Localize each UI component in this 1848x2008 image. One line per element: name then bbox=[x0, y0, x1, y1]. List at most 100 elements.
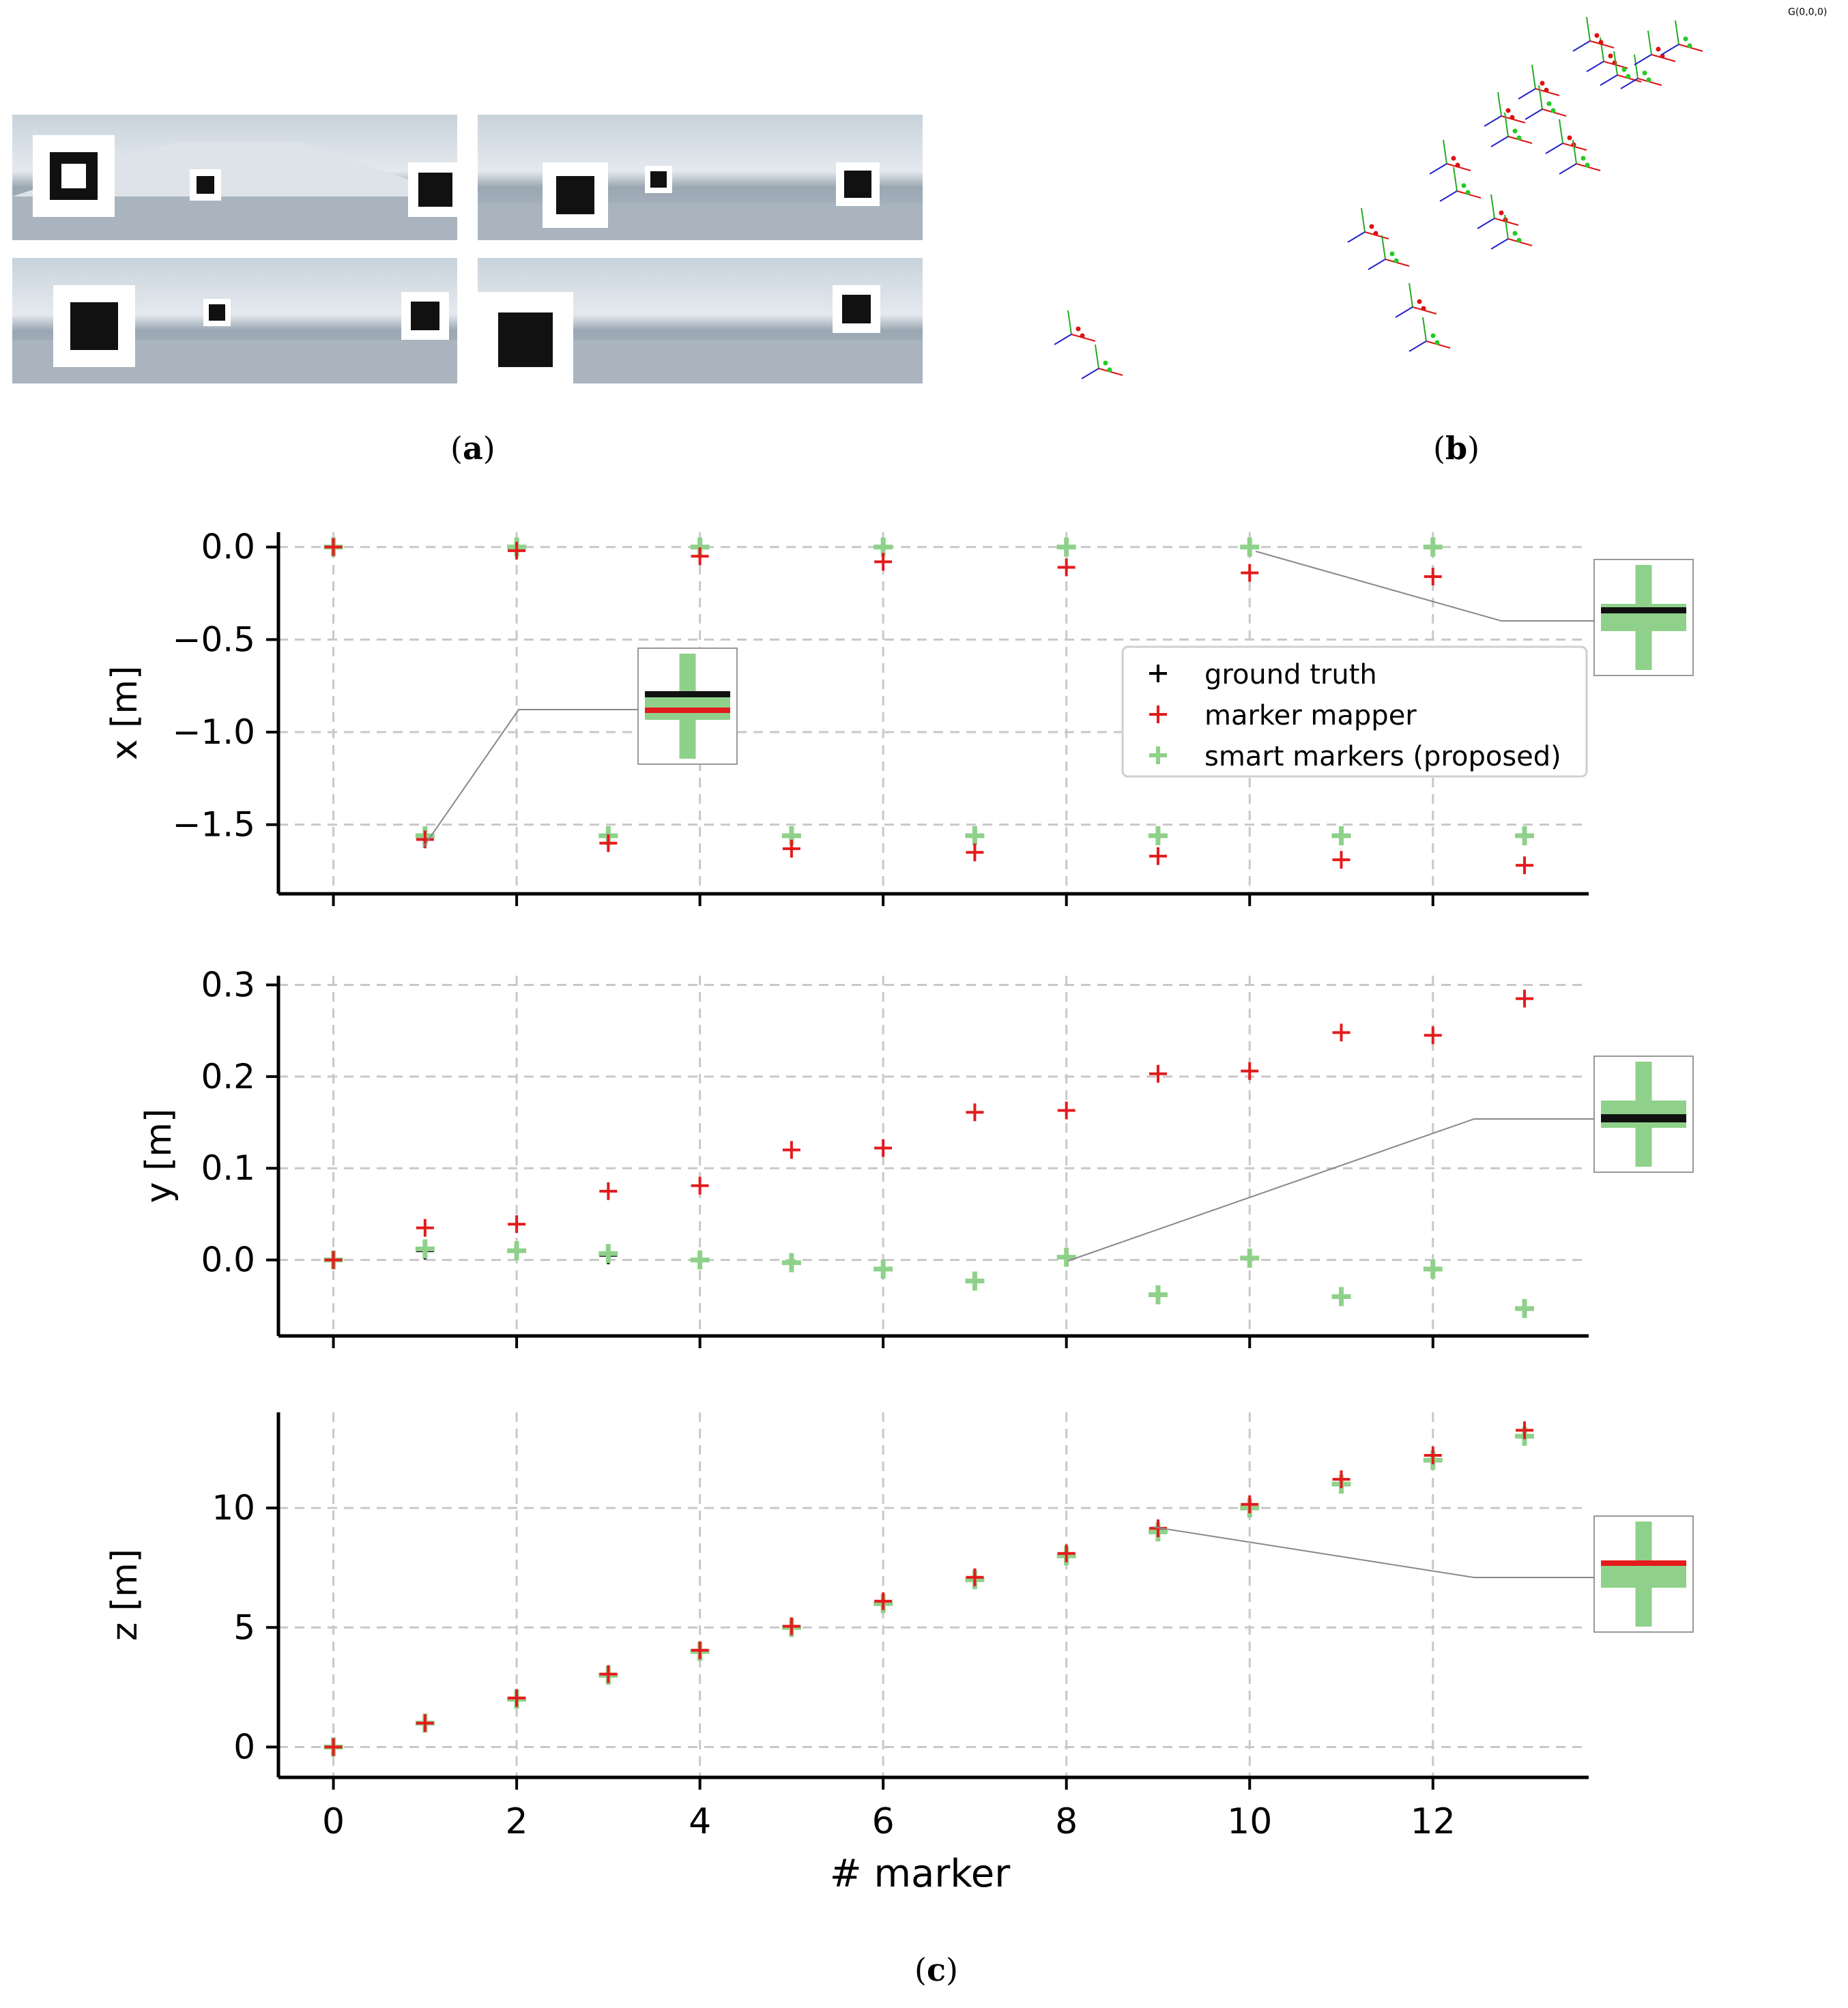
panel-3: 10 5 0 z [m] bbox=[104, 1412, 1589, 1790]
marker-mapper-point bbox=[782, 1141, 800, 1159]
x-tick-label: 12 bbox=[1411, 1801, 1456, 1842]
smart-marker-point bbox=[1056, 1247, 1076, 1267]
y-tick-label: 0.2 bbox=[201, 1057, 255, 1096]
x-tick-label: 0 bbox=[322, 1801, 345, 1842]
marker-mapper-point bbox=[1332, 851, 1351, 869]
pose-frame bbox=[1395, 282, 1437, 318]
marker-position-chart: 0.0 −0.5 −1.0 −1.5 x [m] 0.3 0.2 0.1 0.0 y [m] 10 5… bbox=[104, 527, 1694, 1896]
legend-marker bbox=[1149, 665, 1167, 682]
legend-label: ground truth bbox=[1204, 659, 1377, 690]
marker-mapper-point bbox=[1516, 1421, 1534, 1440]
x-axis-label: # marker bbox=[830, 1852, 1011, 1896]
y-tick-label: −1.5 bbox=[173, 805, 255, 845]
marker-mapper-point bbox=[1424, 1026, 1442, 1045]
pose-frame bbox=[1490, 112, 1533, 147]
marker-mapper-point bbox=[691, 1641, 709, 1659]
y-tick-label: 5 bbox=[233, 1607, 255, 1647]
marker-mapper-point bbox=[691, 547, 709, 566]
y-tick-label: 10 bbox=[212, 1488, 255, 1528]
smart-marker-point bbox=[781, 1253, 801, 1272]
corridor-photo-4 bbox=[478, 258, 923, 383]
inset-connector bbox=[1153, 1526, 1594, 1578]
marker-mapper-point bbox=[324, 1251, 343, 1269]
smart-marker-point bbox=[1515, 1298, 1535, 1318]
marker-mapper-point bbox=[1149, 1064, 1167, 1083]
legend: ground truth marker mapper smart markers (… bbox=[1121, 645, 1588, 778]
legend-label: marker mapper bbox=[1204, 700, 1417, 731]
marker-mapper-point bbox=[782, 1617, 800, 1635]
panel-1: 0.0 −0.5 −1.0 −1.5 x [m] bbox=[104, 527, 1589, 906]
pose-frame bbox=[1572, 16, 1615, 52]
smart-marker-point bbox=[1148, 1285, 1168, 1305]
marker-mapper-point bbox=[508, 1689, 526, 1707]
pose-frame bbox=[1600, 50, 1642, 86]
marker-mapper-point bbox=[966, 1568, 984, 1586]
marker-mapper-point bbox=[508, 1215, 526, 1234]
marker-mapper-point bbox=[1149, 847, 1167, 865]
x-tick-label: 4 bbox=[689, 1801, 711, 1842]
corridor-photo-1 bbox=[12, 115, 457, 240]
pose-frame bbox=[1429, 139, 1471, 175]
marker-mapper-point bbox=[599, 1665, 618, 1683]
smart-marker-point bbox=[1515, 826, 1535, 845]
smart-marker-point bbox=[1148, 826, 1168, 845]
y-tick-label: −0.5 bbox=[173, 620, 255, 659]
pose-frame bbox=[1661, 20, 1703, 55]
marker-mapper-point bbox=[874, 1592, 893, 1610]
marker-mapper-point bbox=[1057, 558, 1075, 577]
marker-mapper-point bbox=[1424, 568, 1442, 586]
smart-marker-point bbox=[874, 1260, 893, 1279]
marker-mapper-point bbox=[1057, 1101, 1075, 1120]
pose-frame bbox=[1368, 235, 1410, 270]
legend-marker bbox=[1149, 746, 1167, 764]
marker-mapper-point bbox=[966, 1103, 984, 1122]
legend-marker bbox=[1149, 705, 1167, 723]
marker-mapper-point bbox=[324, 538, 343, 556]
origin-label: G(0,0,0) bbox=[1788, 7, 1827, 18]
smart-marker-point bbox=[1331, 1287, 1351, 1307]
smart-marker-point bbox=[690, 1250, 710, 1270]
pose-frame bbox=[1525, 85, 1567, 120]
smart-marker-point bbox=[965, 1271, 985, 1291]
zoom-inset-x-right bbox=[1593, 559, 1694, 676]
marker-mapper-point bbox=[874, 553, 893, 571]
y-axis-label: y [m] bbox=[139, 1109, 179, 1204]
zoom-inset-x-left bbox=[637, 647, 738, 765]
smart-marker-point bbox=[1056, 537, 1076, 557]
pose-frame bbox=[1586, 37, 1628, 72]
marker-mapper-point bbox=[1332, 1470, 1351, 1489]
pose-frame bbox=[1409, 317, 1451, 352]
x-tick-label: 10 bbox=[1227, 1801, 1272, 1842]
inset-connector bbox=[1067, 1118, 1594, 1262]
x-tick-label: 2 bbox=[506, 1801, 528, 1842]
marker-mapper-point bbox=[416, 1219, 434, 1237]
inset-connector bbox=[1255, 551, 1594, 622]
marker-mapper-point bbox=[691, 1176, 709, 1195]
marker-mapper-point bbox=[1241, 1062, 1259, 1080]
smart-marker-point bbox=[1240, 1248, 1260, 1268]
caption-c: (c) bbox=[914, 1951, 958, 1988]
marker-mapper-point bbox=[599, 1182, 618, 1200]
smart-marker-point bbox=[1423, 537, 1443, 557]
marker-mapper-point bbox=[508, 542, 526, 560]
pose-frame bbox=[1484, 91, 1526, 127]
pose-frame bbox=[1081, 344, 1123, 379]
corridor-photo-3 bbox=[12, 258, 457, 383]
pose-frame bbox=[1559, 139, 1601, 175]
marker-mapper-point bbox=[874, 1139, 893, 1157]
legend-frame bbox=[1121, 645, 1588, 778]
legend-label: smart markers (proposed) bbox=[1204, 741, 1561, 772]
pose-frame bbox=[1054, 310, 1096, 345]
x-tick-label: 8 bbox=[1055, 1801, 1078, 1842]
marker-mapper-point bbox=[416, 1714, 434, 1732]
y-axis-label: x [m] bbox=[104, 666, 145, 761]
corridor-photo-2 bbox=[478, 115, 923, 240]
marker-mapper-point bbox=[599, 834, 618, 852]
caption-a: (a) bbox=[450, 430, 495, 467]
y-tick-label: 0.0 bbox=[201, 1240, 255, 1280]
smart-marker-point bbox=[1423, 1260, 1443, 1279]
marker-mapper-point bbox=[1424, 1446, 1442, 1465]
pose-frame bbox=[1634, 30, 1676, 66]
marker-mapper-point bbox=[1332, 1023, 1351, 1042]
zoom-inset-z bbox=[1593, 1515, 1694, 1633]
